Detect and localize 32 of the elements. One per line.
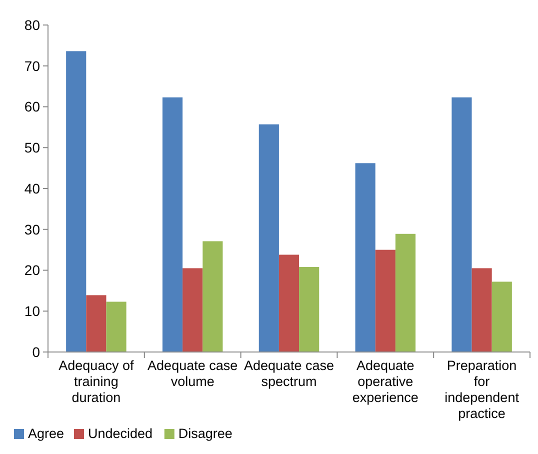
- bar: [86, 295, 106, 352]
- y-tick-label: 10: [24, 303, 40, 320]
- legend-label: Undecided: [88, 426, 153, 441]
- y-tick-label: 60: [24, 98, 40, 115]
- bar: [472, 268, 492, 352]
- x-tick-label: Preparation for independent practice: [444, 358, 520, 421]
- x-tick-label: Adequacy of training duration: [58, 358, 134, 405]
- x-tick-label: Adequate case volume: [148, 358, 238, 389]
- x-tick-label: Adequate operative experience: [352, 358, 418, 405]
- y-tick-label: 0: [32, 344, 40, 360]
- bar: [299, 266, 320, 352]
- legend-label: Agree: [28, 426, 64, 441]
- legend-label: Disagree: [178, 426, 232, 441]
- bar: [106, 302, 126, 352]
- y-tick-label: 20: [24, 262, 40, 278]
- bar: [182, 268, 203, 352]
- y-tick-label: 30: [24, 221, 40, 238]
- bar: [162, 97, 183, 352]
- bar: [278, 254, 300, 352]
- bar: [66, 51, 86, 352]
- bar: [202, 241, 223, 352]
- bar: [492, 282, 512, 352]
- bar: [452, 97, 472, 352]
- bar: [355, 163, 376, 352]
- y-tick-label: 70: [24, 58, 40, 74]
- bar: [395, 234, 416, 352]
- y-tick-label: 40: [24, 180, 40, 196]
- y-tick-label: 50: [24, 140, 40, 156]
- bar: [258, 124, 279, 352]
- y-tick-label: 80: [24, 16, 40, 33]
- bar: [375, 250, 396, 352]
- x-tick-label: Adequate case spectrum: [244, 358, 334, 389]
